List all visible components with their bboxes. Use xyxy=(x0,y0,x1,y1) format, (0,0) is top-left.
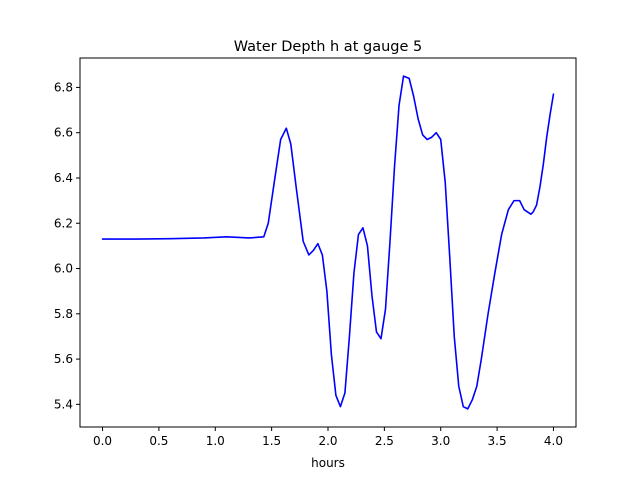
x-tick-label: 0.5 xyxy=(149,434,168,448)
y-tick-label: 6.2 xyxy=(54,216,73,230)
x-tick-label: 2.5 xyxy=(375,434,394,448)
y-tick-label: 5.8 xyxy=(54,307,73,321)
x-axis: 0.0 0.5 1.0 1.5 2.0 2.5 3.0 3.5 4.0 xyxy=(93,427,563,448)
y-tick-label: 6.0 xyxy=(54,262,73,276)
y-tick-label: 6.8 xyxy=(54,80,73,94)
x-tick-label: 1.0 xyxy=(206,434,225,448)
y-tick-label: 6.6 xyxy=(54,126,73,140)
x-tick-label: 3.0 xyxy=(431,434,450,448)
series-line-0 xyxy=(101,75,555,410)
chart-title: Water Depth h at gauge 5 xyxy=(234,39,422,55)
x-tick-label: 3.5 xyxy=(488,434,507,448)
y-tick-label: 5.4 xyxy=(54,397,73,411)
y-tick-label: 6.4 xyxy=(54,171,73,185)
y-tick-label: 5.6 xyxy=(54,352,73,366)
y-axis: 5.4 5.6 5.8 6.0 6.2 6.4 6.6 6.8 xyxy=(54,80,80,411)
x-tick-label: 4.0 xyxy=(544,434,563,448)
plot-frame xyxy=(79,57,577,428)
x-tick-label: 2.0 xyxy=(318,434,337,448)
x-tick-label: 0.0 xyxy=(93,434,112,448)
x-axis-label: hours xyxy=(311,456,345,470)
x-tick-label: 1.5 xyxy=(262,434,281,448)
plot-area xyxy=(79,57,577,428)
